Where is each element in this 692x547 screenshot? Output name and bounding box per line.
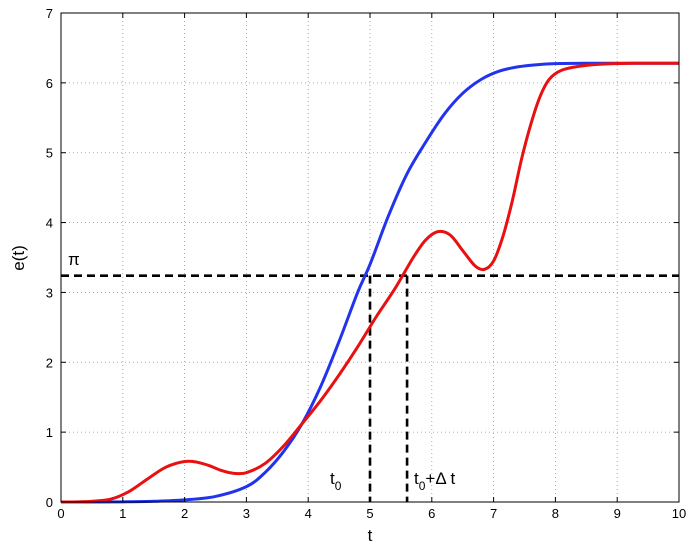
y-tick-label: 6: [46, 76, 53, 91]
series-group: [60, 61, 680, 504]
ticks: 0 1 2 3 4 5 6 7 8 9 10 0 1 2 3 4 5 6 7: [46, 6, 686, 521]
y-axis-label: e(t): [9, 245, 28, 271]
x-tick-label: 5: [366, 506, 373, 521]
reference-lines: [61, 274, 679, 502]
pi-annotation: π: [68, 250, 80, 269]
y-tick-label: 0: [46, 495, 53, 510]
x-tick-label: 9: [614, 506, 621, 521]
x-tick-label: 10: [672, 506, 686, 521]
y-tick-label: 1: [46, 425, 53, 440]
x-tick-label: 6: [428, 506, 435, 521]
x-axis-label: t: [368, 526, 373, 545]
series-line-1: [60, 61, 679, 504]
y-tick-label: 5: [46, 146, 53, 161]
y-tick-label: 4: [46, 216, 53, 231]
t0-dt-annotation-main: t: [414, 469, 419, 488]
y-tick-label: 7: [46, 6, 53, 21]
t0-annotation-main: t: [330, 469, 335, 488]
x-tick-label: 7: [490, 506, 497, 521]
t0-dt-annotation-sub: 0: [419, 479, 426, 493]
x-tick-label: 0: [57, 506, 64, 521]
x-tick-label: 3: [243, 506, 250, 521]
y-tick-label: 2: [46, 355, 53, 370]
x-tick-label: 8: [552, 506, 559, 521]
x-tick-label: 4: [305, 506, 312, 521]
x-tick-label: 1: [119, 506, 126, 521]
t0-dt-annotation: t0+Δ t: [414, 469, 455, 493]
x-tick-label: 2: [181, 506, 188, 521]
y-tick-label: 3: [46, 285, 53, 300]
series-line-2: [60, 61, 680, 504]
t0-annotation: t0: [330, 469, 342, 493]
t0-dt-annotation-rest: +Δ t: [425, 469, 455, 488]
t0-annotation-sub: 0: [335, 479, 342, 493]
